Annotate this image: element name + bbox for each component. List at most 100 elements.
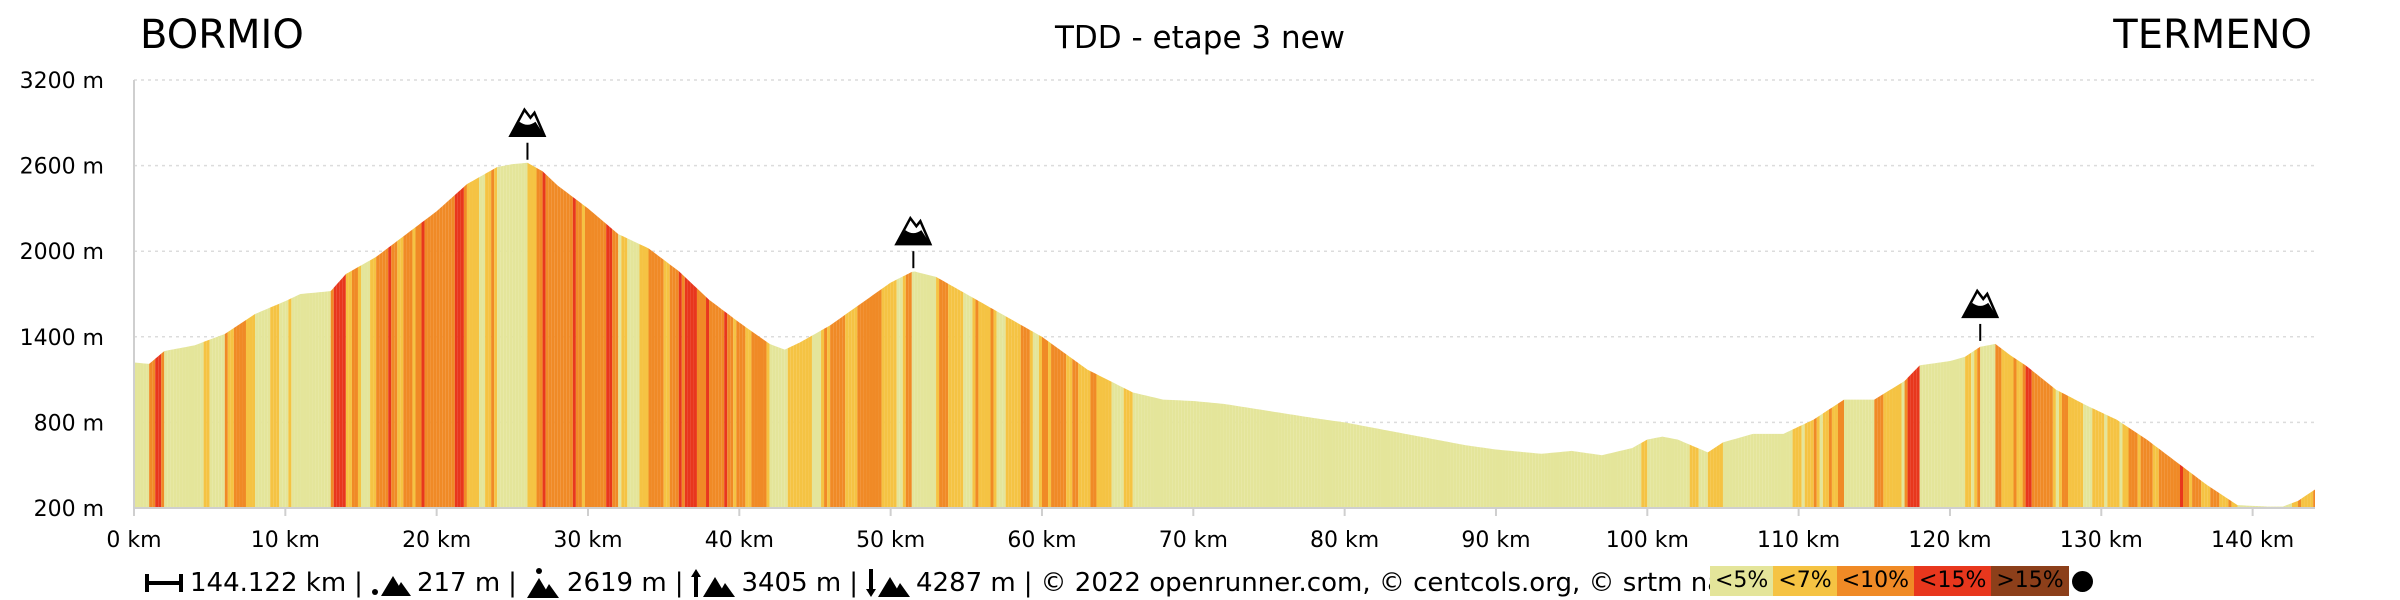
profile-segment [2216, 491, 2220, 508]
profile-segment [1574, 451, 1578, 508]
profile-segment [1635, 444, 1639, 508]
profile-segment [1474, 446, 1478, 508]
profile-segment [1674, 438, 1678, 508]
profile-segment [920, 273, 924, 508]
profile-segment [1756, 433, 1760, 508]
profile-segment [373, 256, 377, 508]
profile-segment [285, 299, 289, 508]
profile-segment [1568, 450, 1572, 508]
profile-segment [1208, 402, 1212, 508]
profile-segment [1150, 396, 1154, 508]
profile-segment [406, 231, 410, 508]
profile-segment [518, 163, 522, 509]
profile-segment [509, 164, 513, 508]
profile-segment [418, 222, 422, 508]
summit-icon [1961, 288, 2000, 341]
profile-segment [2183, 466, 2187, 508]
profile-segment [769, 343, 773, 508]
profile-segment [578, 201, 582, 508]
profile-segment [2192, 473, 2196, 508]
profile-segment [503, 165, 507, 508]
profile-segment [963, 292, 967, 508]
profile-segment [1780, 433, 1784, 508]
profile-segment [1489, 448, 1493, 508]
profile-segment [533, 166, 537, 509]
profile-segment [182, 347, 186, 508]
profile-segment [1783, 432, 1787, 508]
profile-segment [1323, 419, 1327, 508]
profile-segment [669, 264, 673, 508]
profile-segment [1550, 452, 1554, 508]
profile-segment [2225, 497, 2229, 508]
profile-segment [1035, 333, 1039, 508]
profile-segment [333, 284, 337, 508]
profile-segment [981, 302, 985, 508]
profile-segment [1922, 364, 1926, 508]
profile-segment [1199, 401, 1203, 508]
profile-segment [158, 353, 162, 508]
position-marker-icon[interactable] [2072, 571, 2093, 592]
x-tick-label: 20 km [402, 528, 471, 553]
profile-segment [2140, 435, 2144, 508]
profile-segment [554, 182, 558, 508]
profile-segment [1377, 428, 1381, 508]
profile-segment [1308, 417, 1312, 508]
profile-segment [905, 273, 909, 508]
profile-segment [1511, 450, 1515, 508]
profile-segment [221, 333, 225, 508]
profile-segment [603, 221, 607, 509]
x-tick-label: 130 km [2060, 528, 2143, 553]
profile-segment [1949, 360, 1953, 508]
profile-segment [2155, 446, 2159, 508]
profile-segment [152, 358, 156, 508]
profile-segment [155, 356, 159, 508]
profile-segment [2158, 448, 2162, 508]
profile-segment [1683, 442, 1687, 508]
profile-segment [391, 243, 395, 508]
profile-segment [388, 245, 392, 508]
profile-segment [1680, 440, 1684, 508]
profile-segment [703, 294, 707, 508]
profile-segment [1087, 369, 1091, 508]
profile-segment [188, 345, 192, 508]
copyright-text: © 2022 openrunner.com, © centcols.org, ©… [1040, 568, 1753, 598]
max-altitude-icon [526, 568, 559, 598]
profile-segment [1114, 383, 1118, 508]
profile-segment [436, 208, 440, 508]
profile-segment [784, 348, 788, 508]
profile-segment [2173, 460, 2177, 508]
profile-segment [1075, 360, 1079, 508]
profile-segment [1253, 408, 1257, 508]
profile-segment [1526, 452, 1530, 508]
profile-segment [1762, 433, 1766, 508]
profile-segment [1583, 452, 1587, 508]
profile-segment [143, 363, 147, 508]
profile-segment [709, 299, 713, 508]
profile-segment [2161, 450, 2165, 508]
profile-segment [2098, 410, 2102, 508]
profile-segment [1144, 395, 1148, 508]
profile-segment [1017, 323, 1021, 508]
profile-segment [1423, 437, 1427, 508]
profile-segment [1241, 406, 1245, 508]
profile-segment [1744, 435, 1748, 508]
profile-segment [1928, 363, 1932, 508]
profile-segment [975, 299, 979, 508]
profile-segment [1837, 401, 1842, 508]
profile-segment [1347, 422, 1351, 508]
profile-segment [569, 194, 573, 509]
profile-segment [536, 167, 540, 508]
profile-segment [854, 306, 858, 508]
profile-segment [1725, 440, 1730, 508]
profile-segment [2089, 406, 2093, 508]
profile-segment [209, 338, 213, 508]
profile-segment [312, 292, 316, 508]
profile-segment [1081, 365, 1085, 508]
gradient-legend: <5% <7% <10% <15% >15% [1710, 566, 2069, 596]
profile-segment [2149, 441, 2153, 508]
profile-segment [252, 313, 256, 508]
profile-segment [1029, 329, 1033, 508]
profile-segment [2304, 494, 2308, 508]
profile-segment [1057, 347, 1061, 508]
profile-segment [1795, 426, 1799, 508]
